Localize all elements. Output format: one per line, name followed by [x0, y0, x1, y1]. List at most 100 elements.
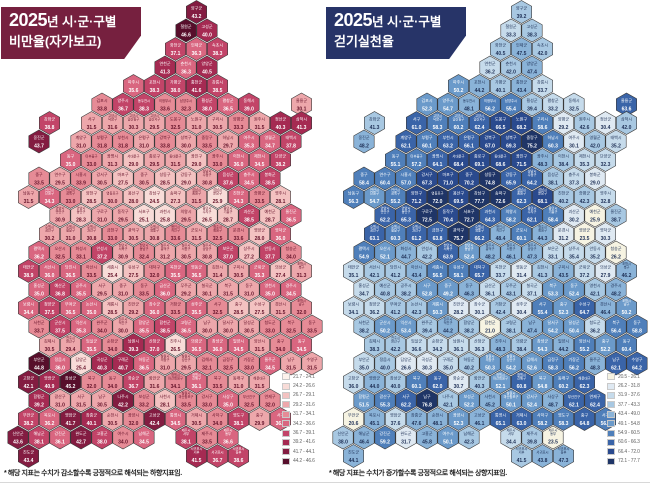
map-hex-의령군 [511, 333, 532, 357]
map-hex-달서구 [542, 314, 564, 339]
map-hex-안양시동안구 [395, 203, 417, 228]
map-hex-서귀포시서부 [186, 444, 207, 468]
map-hex-목포시 [38, 407, 61, 431]
map-hex-보은군 [542, 240, 564, 265]
map-hex-강동구 [500, 166, 522, 191]
map-hex-통영시 [165, 407, 186, 431]
map-hex-양주시 [437, 92, 459, 117]
legend-row: 41.7 - 44.1 [282, 447, 315, 456]
map-hex-거창군 [490, 296, 511, 320]
map-hex-동래구 [228, 370, 249, 394]
map-hex-철원군 [175, 18, 197, 43]
map-hex-남양주시 [175, 92, 197, 117]
map-hex-중구 [112, 277, 134, 302]
legend-swatch [607, 438, 615, 446]
map-hex-서구 [91, 277, 113, 302]
map-hex-괴산군 [238, 203, 260, 228]
map-hex-금정구 [542, 351, 564, 376]
map-hex-함양군 [458, 314, 480, 339]
map-hex-의정부시 [479, 92, 501, 117]
map-hex-평창군 [217, 92, 239, 117]
map-hex-부안군 [353, 351, 375, 376]
map-hex-영동군 [511, 259, 532, 283]
map-hex-고창군 [17, 370, 40, 394]
map-hex-여수시 [112, 425, 134, 450]
map-hex-북구 [605, 314, 627, 339]
map-hex-영암군 [59, 407, 81, 431]
map-hex-순창군 [427, 333, 448, 357]
map-hex-안산시상록구 [384, 185, 406, 209]
map-hex-중구 [269, 333, 292, 357]
map-hex-완주군 [91, 314, 113, 339]
map-hex-기장군 [563, 351, 585, 376]
walking-map-panel: 양구군 39.2 철원군 33.3 고성군 38.3 화천군 40.5 인제군 47.5 속초시 42… [325, 0, 650, 487]
legend-row: 66.4 - 72.0 [607, 447, 640, 456]
map-hex-담양군 [70, 351, 92, 376]
map-hex-경주시 [280, 277, 302, 302]
map-hex-사천시 [154, 388, 176, 413]
map-hex-동해시 [563, 92, 585, 117]
legend-row: 60.6 - 66.3 [607, 438, 640, 447]
map-hex-달서구 [217, 314, 239, 339]
map-hex-영양군 [574, 222, 596, 246]
map-hex-군산시 [374, 314, 396, 339]
map-hex-용인시처인구 [490, 222, 511, 246]
map-hex-성북구 [175, 129, 197, 154]
map-hex-중구 [249, 407, 271, 431]
map-hex-천안시동남구 [458, 240, 480, 265]
map-hex-남원시 [123, 333, 144, 357]
map-hex-종로구 [469, 148, 490, 172]
map-hex-부천시 [437, 129, 459, 154]
map-hex-철원군 [500, 18, 522, 43]
map-hex-성주군 [511, 296, 532, 320]
map-hex-광진구 [511, 148, 532, 172]
map-hex-봉화군 [584, 166, 606, 191]
map-hex-강동구 [175, 166, 197, 191]
map-hex-고양시덕양구 [427, 111, 448, 135]
map-hex-울주군 [584, 351, 606, 376]
map-hex-무주군 [175, 277, 197, 302]
legend-range-label: 44.2 - 46.6 [293, 458, 315, 465]
map-hex-화순군 [448, 370, 469, 394]
map-hex-해운대구 [574, 370, 596, 394]
map-hex-남구 [416, 388, 438, 413]
map-hex-예천군 [259, 203, 281, 228]
map-hex-보령시 [17, 296, 40, 320]
map-hex-서구 [207, 296, 228, 320]
map-hex-임실군 [406, 333, 427, 357]
legend-range-label: 26.7 - 29.1 [293, 392, 315, 399]
map-hex-대덕구 [144, 259, 165, 283]
legend-range-label: 20.5 - 26.1 [618, 373, 640, 380]
map-hex-강릉시 [532, 74, 553, 98]
map-hex-창원시진해구 [511, 370, 532, 394]
map-hex-울진군 [605, 203, 627, 228]
map-hex-부산진구 [563, 388, 585, 413]
map-hex-용산구 [123, 185, 144, 209]
map-hex-장성군 [59, 370, 81, 394]
map-hex-양구군 [186, 0, 207, 24]
map-hex-구리시 [207, 111, 228, 135]
map-hex-곡성군 [91, 351, 113, 376]
map-hex-춘천시 [175, 55, 197, 80]
panel-title-line2: 걷기실천율 [334, 34, 394, 49]
legend-swatch [282, 382, 290, 390]
map-hex-북구 [81, 370, 102, 394]
legend-swatch [282, 429, 290, 437]
map-hex-안산시상록구 [59, 185, 81, 209]
map-hex-밀양시 [228, 333, 249, 357]
walking-legend: 20.5 - 26.1 26.2 - 31.8 31.9 - 37.6 37.7 - … [607, 372, 640, 466]
map-hex-구례군 [437, 351, 459, 376]
map-hex-종로구 [144, 148, 165, 172]
map-hex-장성군 [384, 370, 406, 394]
legend-swatch [282, 438, 290, 446]
map-hex-수원시팔달구 [384, 222, 406, 246]
map-hex-문경시 [553, 222, 574, 246]
map-hex-양산시 [249, 333, 271, 357]
map-hex-중구 [437, 277, 459, 302]
map-hex-북구 [207, 370, 228, 394]
map-hex-고창군 [342, 370, 365, 394]
map-hex-강서구 [521, 388, 543, 413]
map-hex-제주시서부 [500, 425, 522, 450]
map-hex-울진군 [280, 203, 302, 228]
map-hex-안양시만안구 [49, 203, 71, 228]
